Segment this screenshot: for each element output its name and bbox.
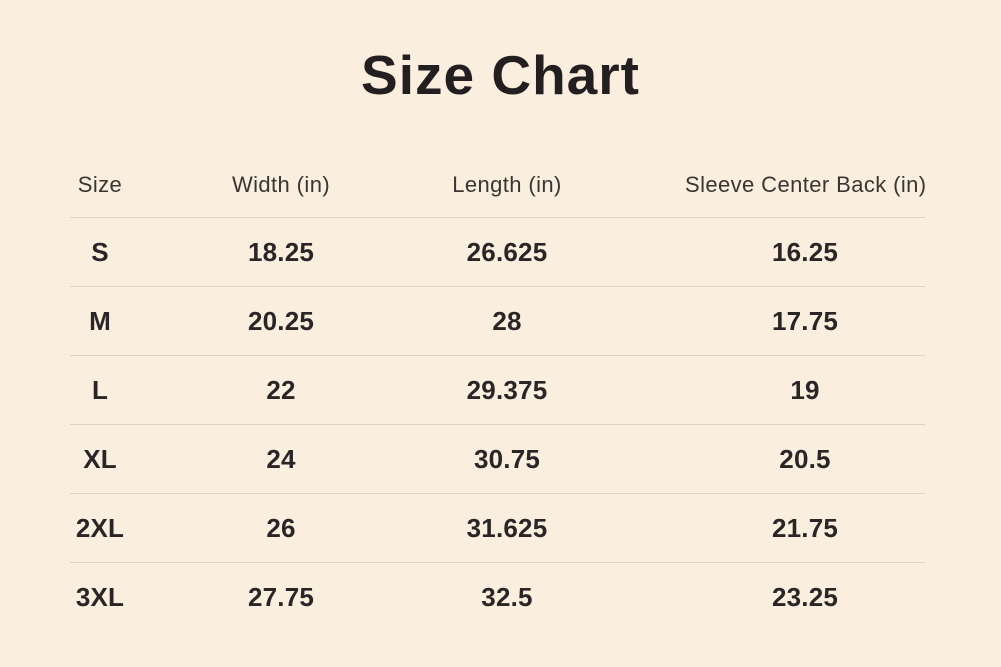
table-body: S 18.25 26.625 16.25 M 20.25 28 17.75 L 22 29.375 1…: [70, 218, 925, 631]
length-cell: 32.5: [481, 581, 533, 612]
table-header-row: Size Width (in) Length (in) Sleeve Cente…: [70, 152, 927, 218]
size-cell: XL: [83, 443, 117, 474]
header-sleeve-center-back: Sleeve Center Back (in): [685, 171, 927, 197]
width-cell: 18.25: [247, 236, 315, 267]
table-row: L 22 29.375 19: [70, 356, 925, 425]
size-cell: L: [91, 374, 109, 405]
table-row: 2XL 26 31.625 21.75: [70, 494, 925, 563]
sleeve-cell: 19: [790, 374, 820, 405]
size-cell: M: [89, 305, 111, 336]
size-cell: 2XL: [75, 512, 125, 543]
header-length: Length (in): [452, 171, 562, 197]
length-cell: 29.375: [466, 374, 548, 405]
sleeve-cell: 21.75: [771, 512, 839, 543]
width-cell: 24: [266, 443, 296, 474]
table-row: XL 24 30.75 20.5: [70, 425, 925, 494]
table-row: S 18.25 26.625 16.25: [70, 218, 925, 287]
header-width: Width (in): [231, 171, 331, 197]
size-table: Size Width (in) Length (in) Sleeve Cente…: [70, 152, 927, 631]
width-cell: 27.75: [247, 581, 315, 612]
length-cell: 30.75: [473, 443, 541, 474]
size-cell: S: [91, 236, 109, 267]
sleeve-cell: 16.25: [771, 236, 839, 267]
width-cell: 20.25: [247, 305, 315, 336]
sleeve-cell: 23.25: [771, 581, 839, 612]
table-row: 3XL 27.75 32.5 23.25: [70, 563, 925, 631]
sleeve-cell: 17.75: [771, 305, 839, 336]
size-cell: 3XL: [75, 581, 125, 612]
length-cell: 31.625: [466, 512, 548, 543]
length-cell: 26.625: [466, 236, 548, 267]
sleeve-cell: 20.5: [779, 443, 831, 474]
table-row: M 20.25 28 17.75: [70, 287, 925, 356]
width-cell: 22: [266, 374, 296, 405]
page-title: Size Chart: [361, 44, 640, 106]
header-size: Size: [77, 171, 123, 197]
length-cell: 28: [492, 305, 522, 336]
width-cell: 26: [266, 512, 296, 543]
